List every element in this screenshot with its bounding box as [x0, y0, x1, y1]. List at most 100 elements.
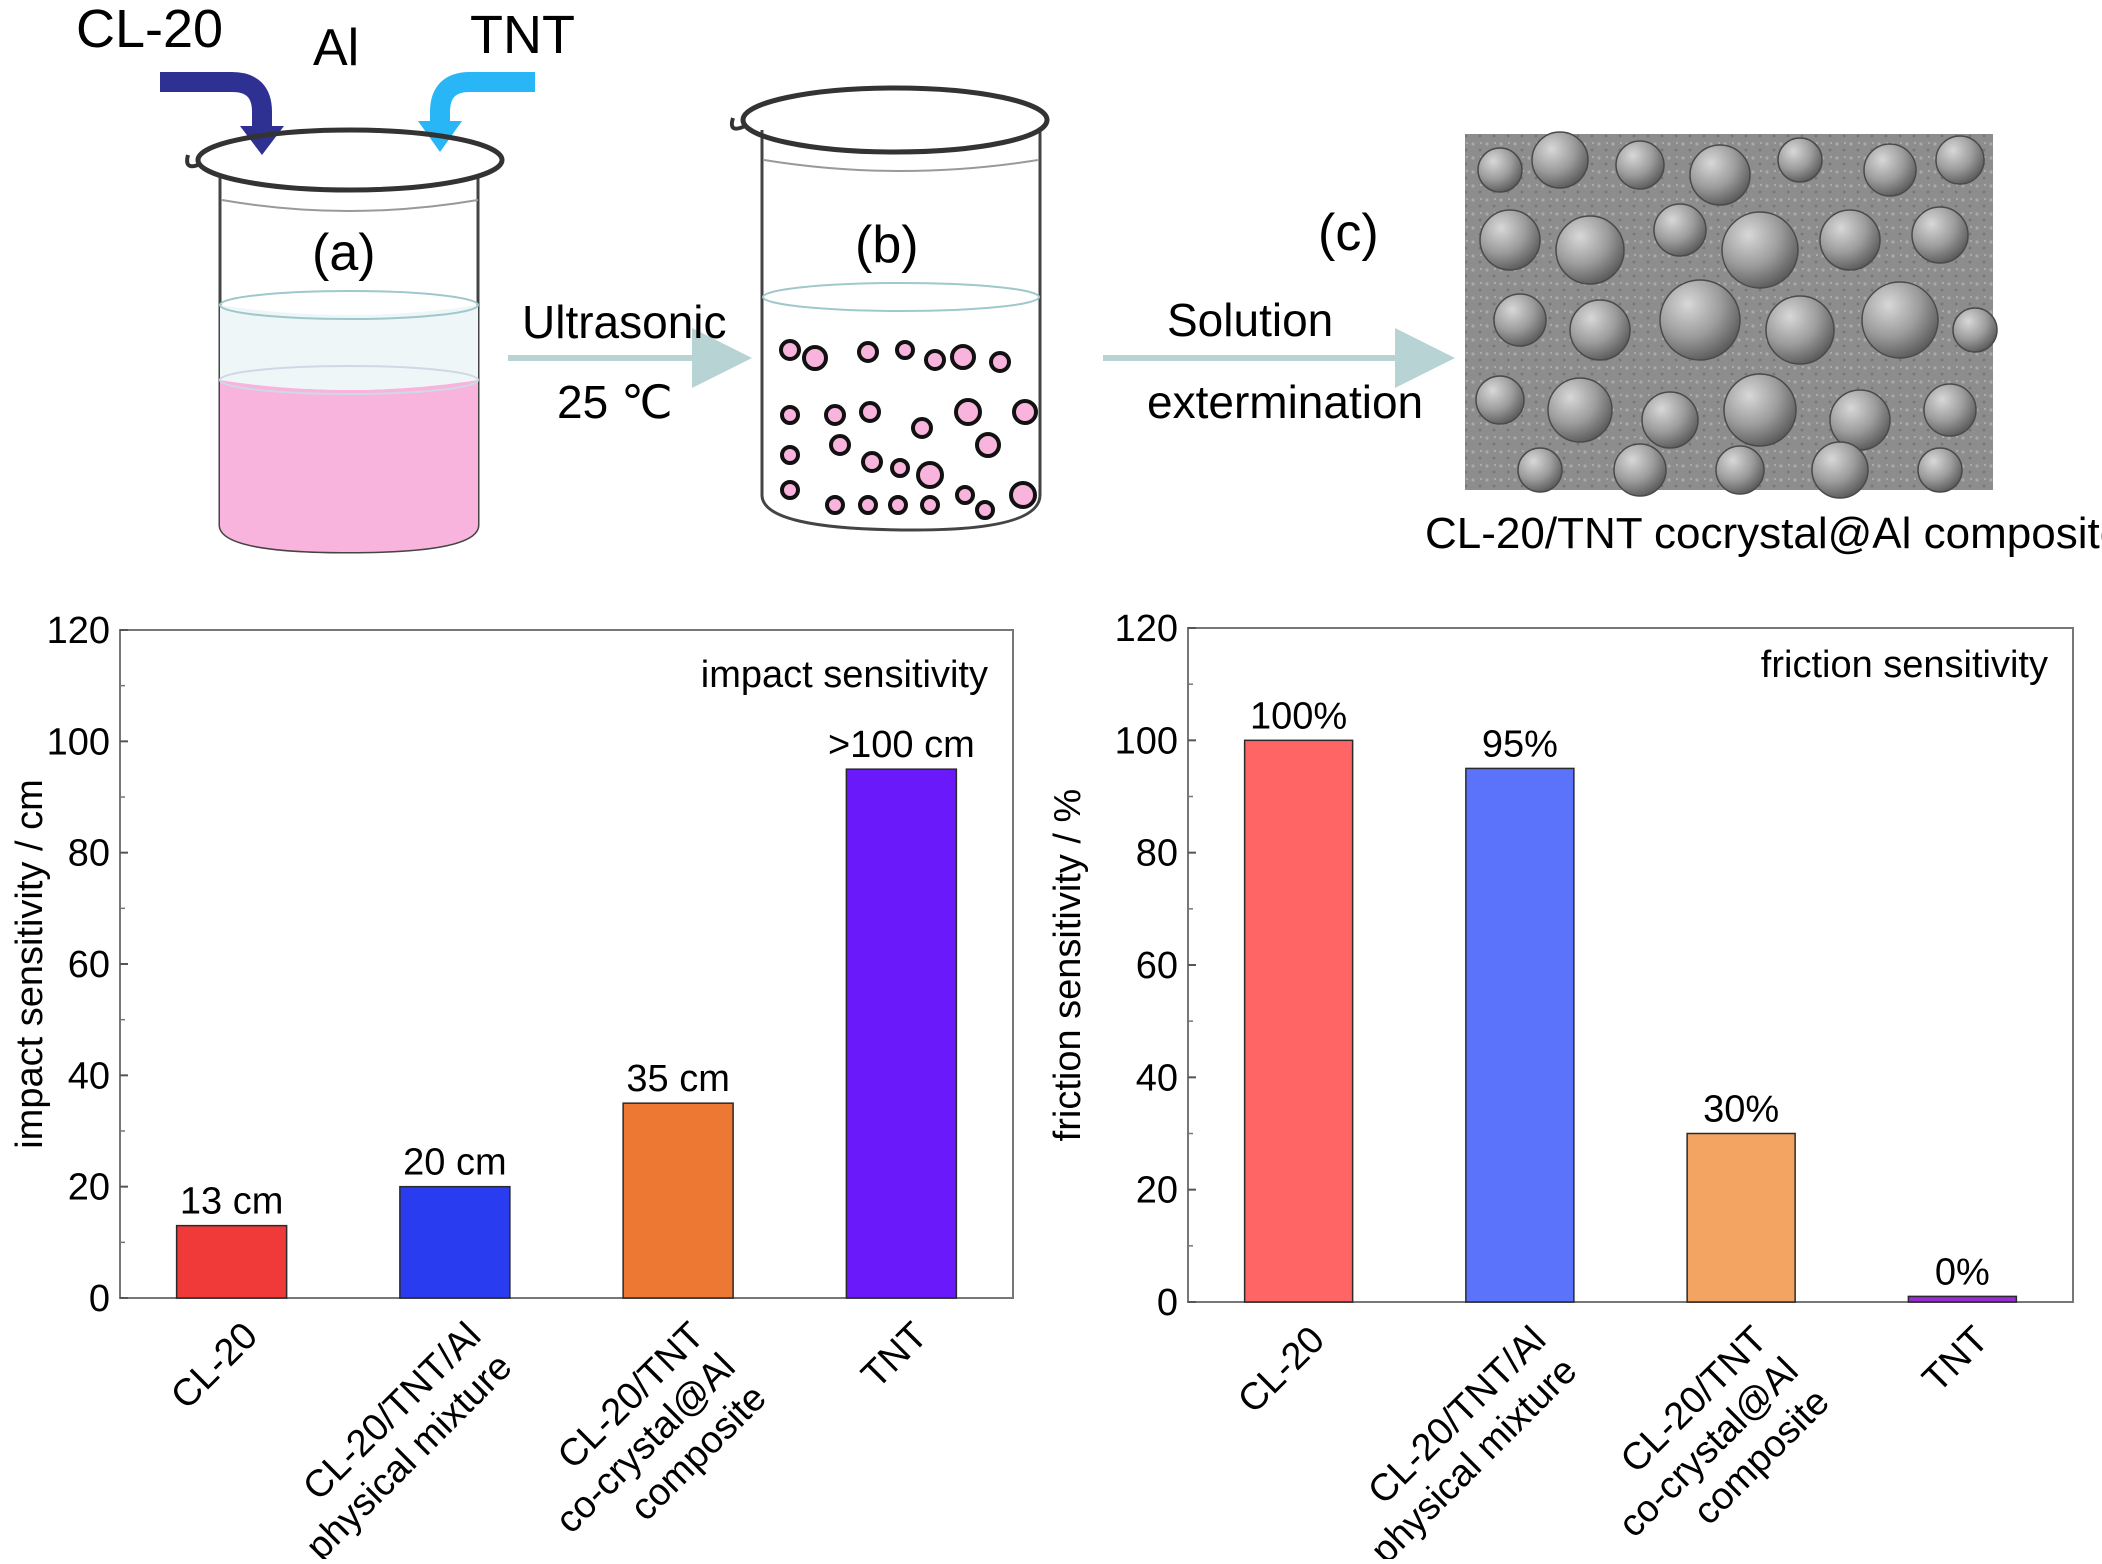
- y-tick-label: 20: [1136, 1170, 1178, 1212]
- y-tick-label: 20: [68, 1167, 110, 1209]
- sem-particle: [1641, 391, 1699, 449]
- bar: [1907, 1295, 2018, 1303]
- particle-icon: [954, 398, 982, 426]
- step2-line2: extermination: [1147, 376, 1423, 428]
- sem-particle: [1615, 140, 1665, 190]
- tnt-arrow-icon: [430, 72, 535, 125]
- particle-group: [779, 339, 1038, 520]
- particle-icon: [857, 341, 879, 363]
- particle-icon: [989, 351, 1011, 373]
- particle-icon: [920, 495, 940, 515]
- sem-particle: [1829, 389, 1891, 451]
- particle-icon: [1012, 399, 1038, 425]
- particle-icon: [890, 458, 910, 478]
- sem-particle: [1911, 206, 1969, 264]
- sem-particle: [1613, 443, 1667, 497]
- bar: [1465, 767, 1575, 1303]
- x-tick-label: CL-20/TNT/Alphysical mixture: [1332, 1319, 1585, 1559]
- y-tick-label: 40: [68, 1055, 110, 1097]
- particle-icon: [829, 434, 851, 456]
- step2-line1: Solution: [1167, 294, 1333, 346]
- sem-particle: [1935, 135, 1985, 185]
- sem-particle: [1777, 137, 1823, 183]
- x-tick-label: CL-20/TNTco-crystal@Alcomposite: [1580, 1319, 1838, 1559]
- friction-sensitivity-chart: 0 20 40 60 80 100 120 friction sensitivity / % f…: [1047, 608, 2074, 1564]
- sem-particle: [1923, 383, 1977, 437]
- sem-particle: [1819, 209, 1881, 271]
- bar: [1686, 1132, 1796, 1303]
- product-caption: CL-20/TNT cocrystal@Al composites: [1425, 509, 2102, 558]
- bar-data-label: >100 cm: [828, 724, 975, 766]
- y-axis-title: friction sensitivity / %: [1047, 789, 1089, 1142]
- particle-icon: [975, 432, 1001, 458]
- particle-icon: [950, 344, 976, 370]
- x-tick-label: CL-20: [163, 1315, 266, 1418]
- particle-icon: [861, 451, 883, 473]
- particle-icon: [802, 345, 828, 371]
- x-tick-label: TNT: [1915, 1319, 1997, 1401]
- beaker-b-label: (b): [855, 216, 919, 274]
- particle-icon: [975, 500, 995, 520]
- bar-data-label: 95%: [1482, 723, 1558, 765]
- bar-data-label: 20 cm: [403, 1142, 506, 1184]
- particle-icon: [924, 349, 946, 371]
- y-tick-label: 120: [47, 610, 110, 652]
- bar-data-label: 0%: [1935, 1251, 1990, 1293]
- particle-icon: [888, 495, 908, 515]
- sem-particle: [1569, 299, 1631, 361]
- sem-particle: [1517, 447, 1563, 493]
- sem-particle: [1861, 281, 1939, 359]
- particle-icon: [955, 485, 975, 505]
- sem-particle: [1547, 377, 1613, 443]
- bar-data-label: 30%: [1703, 1089, 1779, 1131]
- sem-particle: [1723, 373, 1797, 447]
- x-tick-label: CL-20/TNT/Alphysical mixture: [267, 1315, 520, 1559]
- y-tick-label: 80: [1136, 833, 1178, 875]
- particle-icon: [916, 461, 944, 489]
- sem-particle: [1477, 147, 1523, 193]
- step1-line1: Ultrasonic: [522, 296, 727, 348]
- y-tick-label: 60: [68, 944, 110, 986]
- cl20-arrow-icon: [160, 72, 272, 130]
- particle-icon: [859, 401, 881, 423]
- y-tick-label: 60: [1136, 945, 1178, 987]
- sem-particle: [1917, 447, 1963, 493]
- sem-particle: [1811, 441, 1869, 499]
- sem-image: [1465, 131, 1998, 499]
- sem-particle: [1493, 293, 1547, 347]
- sem-particle: [1475, 375, 1525, 425]
- beaker-a-label: (a): [312, 224, 376, 282]
- particle-icon: [780, 445, 800, 465]
- y-axis-title: impact sensitivity / cm: [9, 779, 51, 1149]
- particle-icon: [858, 495, 878, 515]
- y-tick-label: 40: [1136, 1057, 1178, 1099]
- beaker-a: [185, 127, 505, 554]
- y-tick-label: 80: [68, 833, 110, 875]
- particle-icon: [825, 495, 845, 515]
- y-tick-label: 100: [47, 721, 110, 763]
- particle-icon: [779, 339, 801, 361]
- y-tick-label: 0: [89, 1278, 110, 1320]
- particle-icon: [780, 480, 800, 500]
- legend-text: friction sensitivity: [1761, 644, 2048, 686]
- sem-particle: [1479, 209, 1541, 271]
- bar: [622, 1102, 734, 1299]
- sem-particle: [1689, 144, 1751, 206]
- x-tick-label: CL-20/TNTco-crystal@Alcomposite: [517, 1315, 775, 1559]
- particle-icon: [895, 340, 915, 360]
- y-tick-label: 100: [1115, 720, 1178, 762]
- y-tick-label: 0: [1157, 1282, 1178, 1324]
- y-tick-label: 120: [1115, 608, 1178, 650]
- step1-line2: 25 ℃: [557, 376, 673, 428]
- sem-particle: [1659, 279, 1741, 361]
- input-label-al: Al: [313, 19, 359, 77]
- sem-particle: [1555, 215, 1625, 285]
- sem-particle: [1765, 295, 1835, 365]
- bar: [845, 768, 958, 1299]
- sem-particle: [1653, 203, 1707, 257]
- beaker-b: [729, 85, 1050, 532]
- legend-text: impact sensitivity: [701, 654, 988, 696]
- sem-particle: [1715, 445, 1765, 495]
- sem-particle: [1721, 211, 1799, 289]
